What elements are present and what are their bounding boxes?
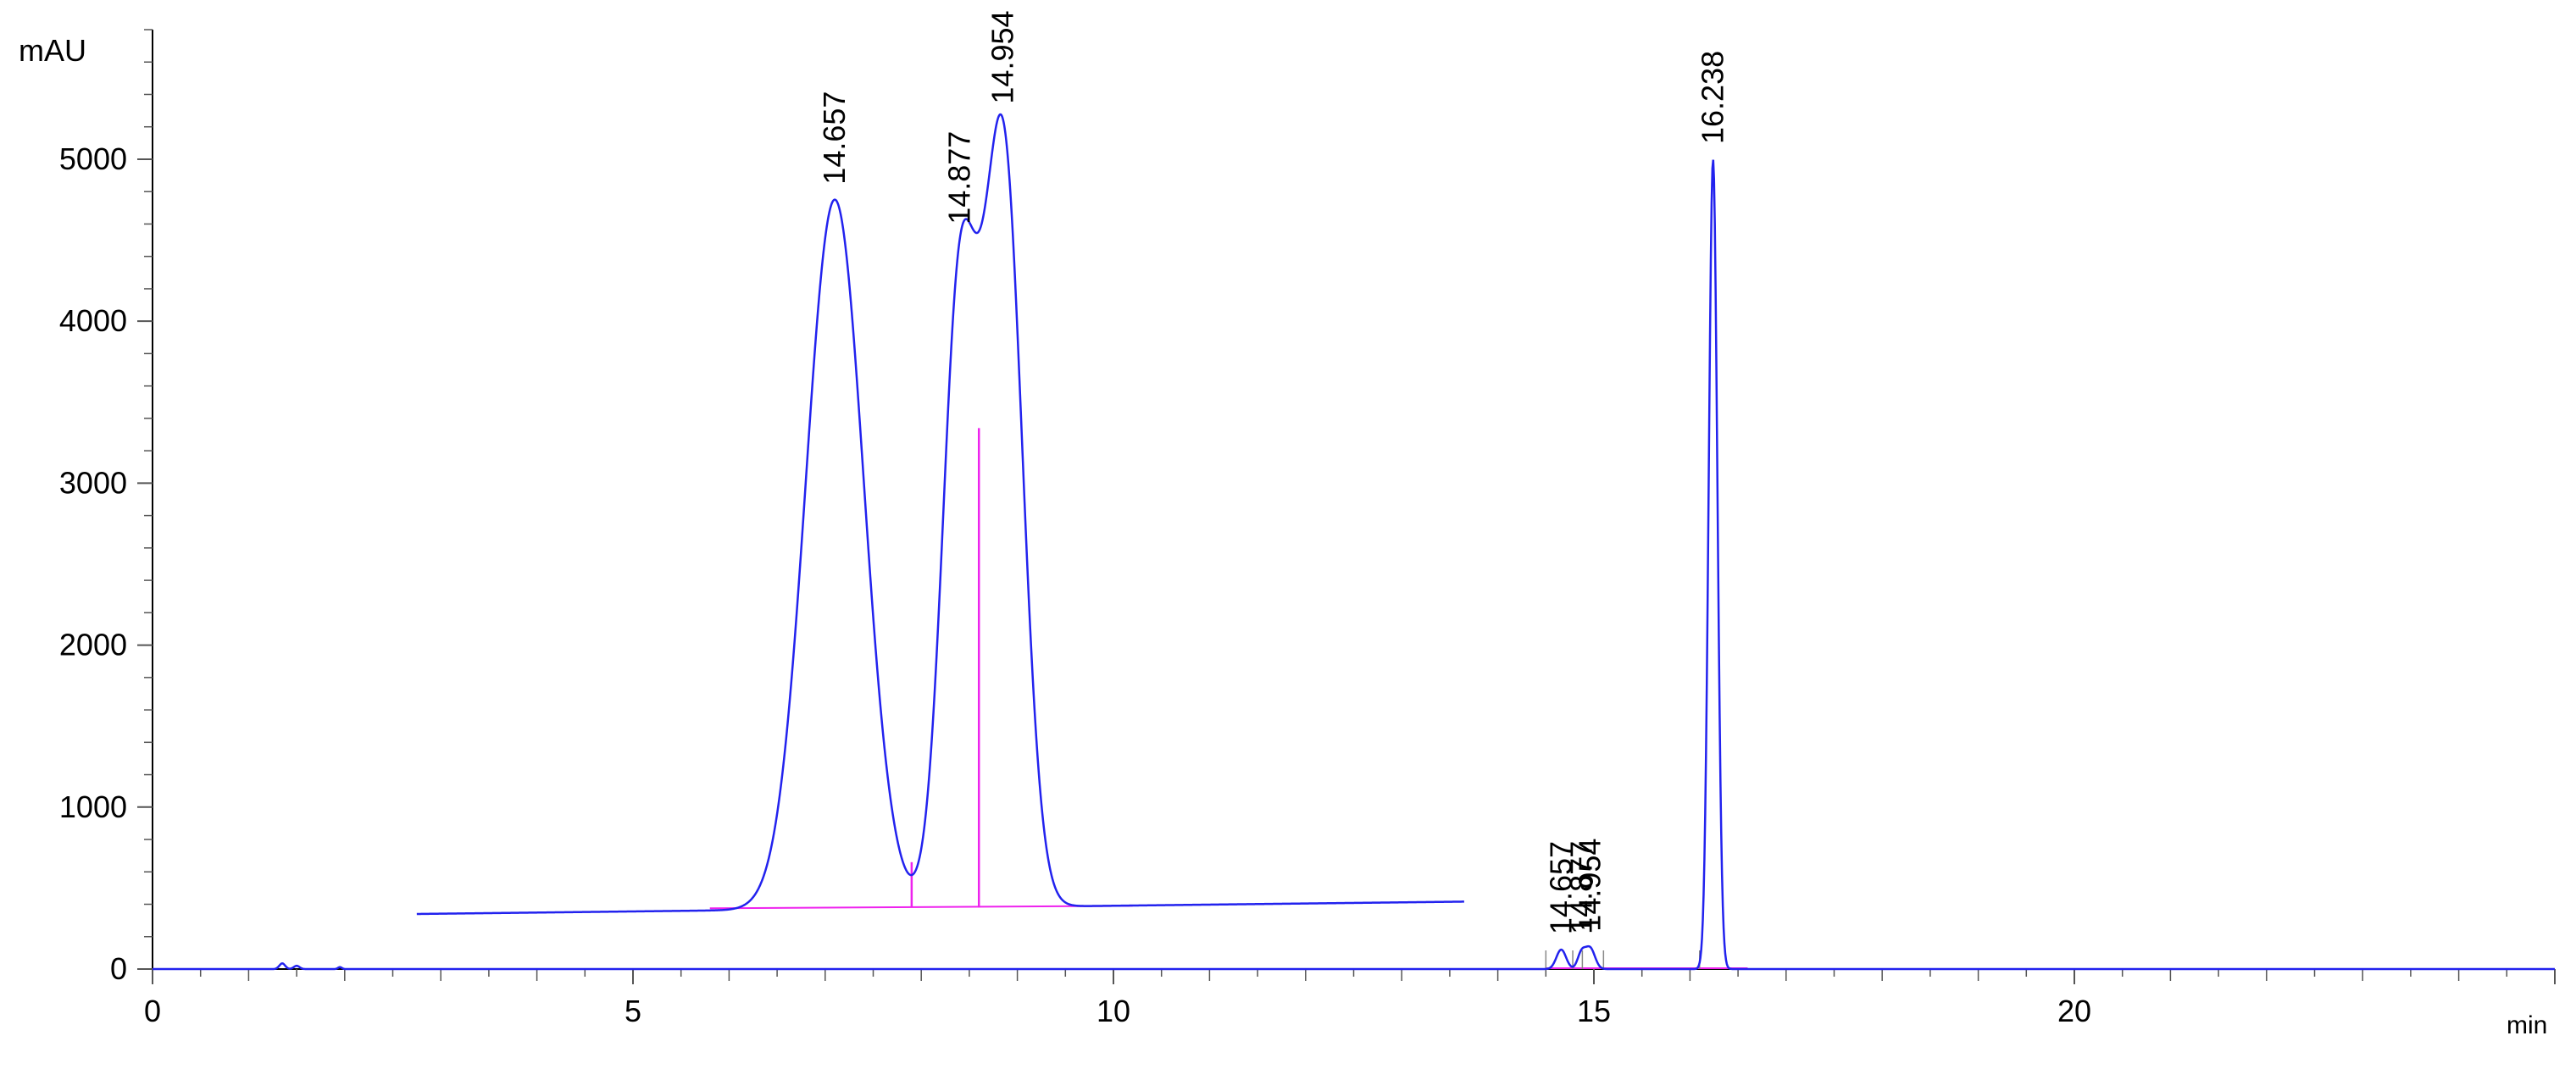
x-tick-label: 10 — [1096, 994, 1130, 1028]
x-tick-label: 0 — [144, 994, 161, 1028]
chromatogram-trace — [153, 159, 2555, 971]
y-tick-label: 0 — [110, 951, 127, 986]
y-axis-unit-label: mAU — [19, 33, 86, 68]
peak-retention-time-label: 14.877 — [942, 131, 977, 224]
chromatogram-traces — [153, 113, 2555, 971]
x-tick-label: 5 — [625, 994, 641, 1028]
chromatogram-trace — [416, 113, 1464, 916]
peak-retention-time-label: 16.238 — [1696, 51, 1730, 144]
peak-retention-time-label: 14.657 — [817, 91, 852, 185]
x-tick-label: 15 — [1577, 994, 1611, 1028]
axes: 0 1000 2000 3000 4000 5000 0 5 10 15 20 — [59, 29, 2556, 1028]
peak-retention-time-label: 14.877 — [1563, 841, 1598, 934]
x-tick-label: 20 — [2057, 994, 2091, 1028]
y-tick-label: 2000 — [59, 628, 127, 662]
y-tick-label: 5000 — [59, 141, 127, 176]
peak-retention-time-label: 14.954 — [1573, 839, 1607, 932]
y-tick-label: 1000 — [59, 789, 127, 824]
peak-retention-time-label: 14.657 — [1543, 841, 1578, 934]
y-tick-label: 4000 — [59, 303, 127, 338]
peak-labels: 14.657 14.87714.95414.65714.87714.95416.2… — [817, 10, 1730, 934]
peak-retention-time-label: 14.954 — [985, 10, 1020, 103]
x-axis-unit-label: min — [2507, 1011, 2547, 1039]
integration-baseline — [709, 905, 1133, 910]
y-tick-label: 3000 — [59, 465, 127, 500]
